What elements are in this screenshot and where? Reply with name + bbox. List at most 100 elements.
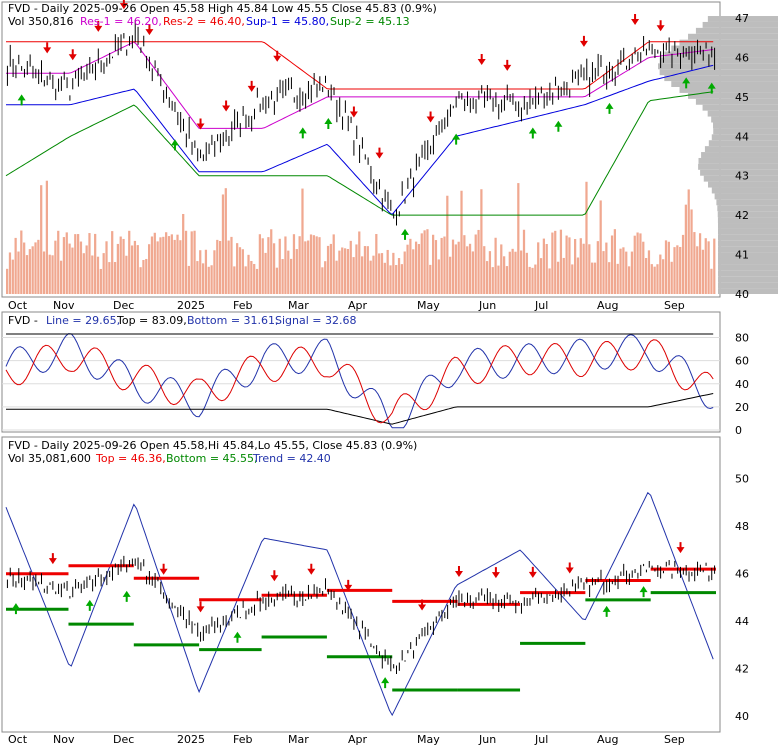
volume-bar [409,238,412,294]
volume-bar [230,236,233,294]
volume-bar [690,209,693,294]
volume-bar [443,236,446,294]
volume-bar [358,231,361,294]
volume-bar [525,252,528,294]
volume-bar [605,242,608,294]
volume-bar [608,262,611,294]
volume-bar [221,194,225,294]
volume-bar [500,244,503,294]
oscillator-lines [5,333,714,429]
buy-arrow [528,127,537,139]
bollinger-x-tick: Apr [348,733,368,745]
volume-bar [667,241,670,294]
volume-bar [650,264,653,294]
support-resistance-lines [5,41,714,216]
volume-profile-bar [711,134,778,141]
buy-arrow [170,139,179,151]
sell-arrow [349,106,358,118]
volume-bar [554,230,557,294]
volume-bar [622,247,625,294]
volume-bar [349,240,352,294]
price-title: FVD - Daily 2025-09-26 Open 45.58 High 4… [8,2,437,15]
volume-bar [656,264,659,294]
bollinger-x-tick: May [417,733,440,745]
volume-bar [434,240,438,294]
volume-bar [574,239,577,294]
volume-bar [253,263,256,294]
volume-bar [42,251,46,294]
volume-bar [329,243,332,294]
volume-bar [571,264,574,294]
bollinger-y-axis: 40 42 44 46 48 50 [735,473,749,723]
volume-bar [491,267,494,294]
volume-bar [446,195,449,294]
sell-arrow [196,118,205,130]
res1-label: Res-1 = 46.20, [80,15,162,28]
volume-bar [681,234,685,294]
volume-bar [378,253,381,294]
volume-bar [318,237,321,294]
price-y-tick: 40 [735,288,749,301]
price-y-tick: 47 [735,12,749,25]
volume-bar [627,266,631,294]
volume-bar [326,245,330,294]
volume-profile-bar [708,140,778,147]
bollinger-panel-frame [1,436,721,733]
volume-bar [514,251,517,294]
volume-bar [642,241,645,294]
volume-bar [91,255,94,294]
volume-bar [454,244,457,294]
volume-bar [307,240,310,294]
volume-bar [338,250,341,294]
volume-bar [165,232,168,294]
volume-bar [25,255,29,294]
volume-profile [658,16,778,294]
volume-bar [102,253,105,294]
volume-bar [531,267,534,294]
volume-bar [528,266,531,294]
oscillator-line-signal [5,339,714,424]
volume-bar [485,261,489,294]
volume-bar [122,238,125,294]
bollinger-x-tick: Sep [664,733,685,745]
volume-bar [539,258,543,294]
volume-bar [488,251,492,294]
volume-bar [698,233,702,294]
volume-bar [284,236,287,294]
level-line-res-1 [6,41,714,129]
bollinger-y-tick: 40 [735,710,749,723]
volume-bar [366,246,369,294]
price-y-tick: 46 [735,51,749,64]
sell-arrow [43,42,52,54]
volume-bar [275,267,279,294]
volume-bar [556,261,560,294]
volume-bar [99,268,102,294]
volume-bar [321,267,324,294]
volume-profile-bar [717,228,778,235]
bollinger-x-tick: Jun [478,733,496,745]
volume-bar [517,183,520,294]
volume-bar [244,266,247,294]
volume-bar [201,263,205,294]
price-x-tick: Sep [664,299,685,312]
volume-bar [48,254,51,294]
volume-bar [315,236,318,294]
sup2-label: Sup-2 = 45.13 [330,15,410,28]
volume-bar [673,247,676,294]
sell-arrow [528,566,537,578]
sell-arrow [196,601,205,613]
volume-bar [136,245,139,294]
volume-bar [159,237,162,294]
volume-bar [264,252,267,294]
volume-bar [545,244,548,294]
volume-bar [20,230,23,294]
volume-bar [28,249,31,294]
sell-arrow [454,566,463,578]
volume-bar [346,249,350,294]
bollinger-y-tick: 46 [735,568,749,581]
volume-bar [397,258,401,294]
volume-bar [79,241,83,294]
bollinger-x-tick: Jul [534,733,548,745]
volume-bar [380,253,384,294]
sell-arrow [503,59,512,71]
